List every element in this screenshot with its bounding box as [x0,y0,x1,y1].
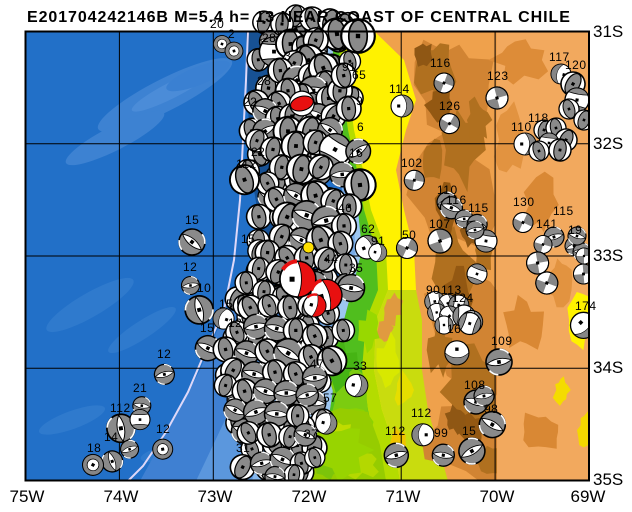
svg-text:3: 3 [284,49,291,63]
svg-text:123: 123 [487,69,509,83]
svg-text:19: 19 [568,223,582,237]
svg-text:2: 2 [228,27,235,41]
svg-text:62: 62 [361,222,375,236]
svg-text:124: 124 [452,291,474,305]
svg-text:37: 37 [304,427,318,441]
svg-text:112: 112 [385,424,406,438]
svg-text:12: 12 [228,316,242,330]
svg-text:44: 44 [324,252,338,266]
svg-text:16: 16 [349,146,363,160]
svg-text:12: 12 [157,347,171,361]
svg-text:70W: 70W [480,487,515,506]
svg-text:6: 6 [357,120,364,134]
svg-text:75W: 75W [10,487,45,506]
svg-text:47: 47 [310,357,324,371]
svg-text:109: 109 [491,334,513,348]
svg-text:15: 15 [219,297,233,311]
svg-text:74W: 74W [104,487,139,506]
svg-text:33: 33 [353,359,367,373]
svg-text:174: 174 [575,299,597,313]
svg-text:116: 116 [430,56,451,70]
svg-text:114: 114 [389,82,410,96]
svg-text:107: 107 [429,217,451,231]
svg-text:110: 110 [511,120,532,134]
svg-text:57: 57 [323,391,337,405]
svg-text:98: 98 [484,402,498,416]
svg-text:141: 141 [536,217,558,231]
svg-text:16: 16 [447,322,461,336]
svg-text:15: 15 [241,232,255,246]
svg-text:120: 120 [565,58,587,72]
svg-text:112: 112 [411,406,432,420]
svg-text:31: 31 [236,441,250,455]
svg-text:15: 15 [185,213,199,227]
svg-text:22: 22 [251,145,265,159]
svg-text:99: 99 [434,426,448,440]
svg-text:65: 65 [352,68,366,82]
svg-text:69W: 69W [571,487,606,506]
svg-text:91: 91 [342,60,356,74]
svg-text:117: 117 [549,50,570,64]
svg-text:110: 110 [437,183,458,197]
svg-text:12: 12 [156,422,170,436]
svg-text:112: 112 [236,157,257,171]
svg-text:46: 46 [338,201,352,215]
svg-text:90: 90 [426,283,440,297]
svg-text:130: 130 [513,195,535,209]
svg-text:33S: 33S [593,246,623,265]
svg-text:E201704242146B M=5.4 h= 13 NEA: E201704242146B M=5.4 h= 13 NEAR COAST OF… [27,9,571,26]
svg-text:73W: 73W [198,487,233,506]
svg-text:115: 115 [468,201,489,215]
svg-text:22: 22 [243,95,257,109]
svg-text:118: 118 [528,111,549,125]
svg-text:28: 28 [262,31,276,45]
svg-text:20: 20 [210,17,224,31]
svg-text:35: 35 [349,261,363,275]
svg-text:18: 18 [87,441,101,455]
svg-text:14: 14 [104,430,118,444]
svg-text:15: 15 [200,321,214,335]
svg-text:112: 112 [110,401,131,415]
svg-text:10: 10 [197,281,211,295]
svg-text:91: 91 [371,234,385,248]
svg-text:9: 9 [356,94,363,108]
svg-text:35S: 35S [593,470,623,489]
svg-text:108: 108 [464,378,486,392]
svg-text:15: 15 [462,424,476,438]
svg-text:21: 21 [133,381,147,395]
svg-text:32S: 32S [593,134,623,153]
svg-text:115: 115 [553,204,574,218]
svg-text:28: 28 [257,74,271,88]
svg-text:116: 116 [446,193,467,207]
svg-text:71W: 71W [386,487,421,506]
svg-text:113: 113 [441,283,462,297]
svg-text:12: 12 [183,260,197,274]
svg-text:31S: 31S [593,22,623,41]
svg-text:126: 126 [439,99,461,113]
svg-text:72W: 72W [292,487,327,506]
svg-text:50: 50 [402,228,416,242]
svg-text:34S: 34S [593,358,623,377]
svg-text:102: 102 [401,156,423,170]
